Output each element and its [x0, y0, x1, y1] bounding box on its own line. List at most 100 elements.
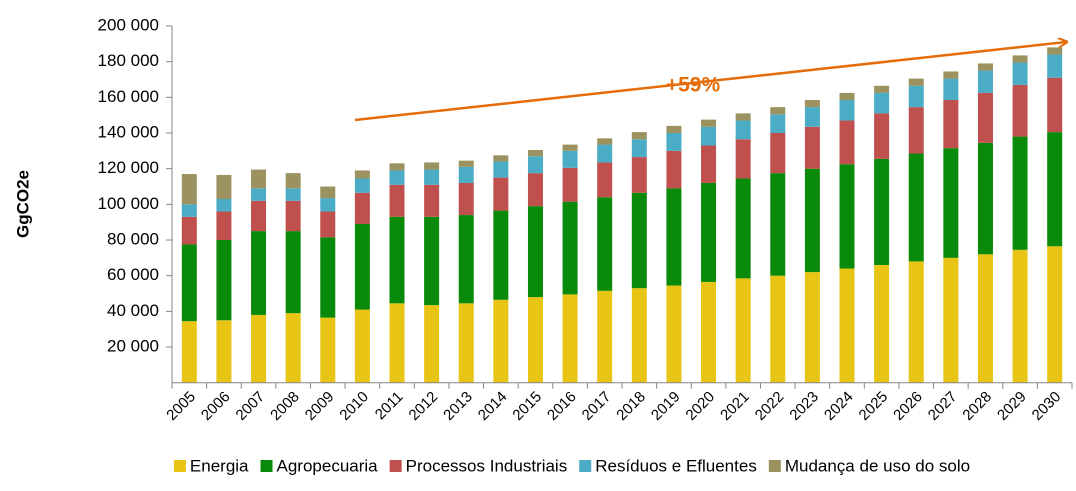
- bar-segment: [389, 216, 405, 304]
- x-tick-label: 2020: [683, 388, 719, 424]
- bar-segment: [493, 177, 509, 211]
- bar-segment: [597, 144, 613, 163]
- bar-segment: [666, 125, 682, 134]
- bar-segment: [874, 92, 890, 114]
- y-tick-label: 40 000: [107, 301, 159, 320]
- bar-segment: [735, 120, 751, 140]
- bar-segment: [320, 186, 336, 199]
- legend-swatch: [768, 460, 781, 472]
- legend-swatch: [389, 460, 402, 472]
- y-tick-label: 200 000: [98, 15, 159, 34]
- bar-segment: [458, 166, 474, 183]
- x-tick-label: 2027: [925, 388, 961, 424]
- y-tick-label: 60 000: [107, 265, 159, 284]
- bar-segment: [251, 314, 267, 383]
- bar-segment: [631, 132, 647, 140]
- legend-swatch: [579, 460, 592, 472]
- bar-segment: [874, 264, 890, 383]
- y-tick-label: 160 000: [98, 87, 159, 106]
- bar-segment: [1012, 136, 1028, 250]
- y-tick-label: 180 000: [98, 51, 159, 70]
- bar-segment: [1012, 62, 1028, 85]
- x-tick-label: 2006: [198, 388, 234, 424]
- bar-segment: [354, 223, 370, 310]
- bar-segment: [458, 182, 474, 216]
- bar-segment: [320, 198, 336, 212]
- x-tick-label: 2028: [959, 388, 995, 424]
- bar-segment: [251, 200, 267, 232]
- bar-segment: [424, 184, 440, 217]
- bar-segment: [631, 157, 647, 193]
- bar-segment: [631, 192, 647, 289]
- bar-segment: [597, 162, 613, 198]
- x-tick-label: 2016: [544, 388, 580, 424]
- bar-segment: [1012, 84, 1028, 137]
- bar-segment: [458, 303, 474, 383]
- bar-segment: [424, 305, 440, 383]
- bar-segment: [527, 149, 543, 157]
- legend-label: Mudança de uso do solo: [785, 456, 970, 475]
- bar-segment: [320, 317, 336, 383]
- bar-segment: [562, 150, 578, 168]
- x-tick-label: 2019: [648, 388, 684, 424]
- x-tick-label: 2021: [717, 388, 753, 424]
- bar-segment: [804, 126, 820, 169]
- bar-segment: [701, 119, 717, 127]
- legend-label: Resíduos e Efluentes: [595, 456, 757, 475]
- bar-segment: [285, 188, 301, 201]
- bar-segment: [874, 113, 890, 159]
- bar-segment: [701, 126, 717, 146]
- x-tick-label: 2008: [267, 388, 303, 424]
- bar-segment: [216, 198, 232, 212]
- bar-segment: [354, 309, 370, 383]
- x-tick-label: 2005: [163, 388, 199, 424]
- bar-segment: [527, 297, 543, 383]
- bar-segment: [285, 231, 301, 314]
- bar-segment: [908, 153, 924, 262]
- bar-segment: [181, 204, 197, 217]
- bar-segment: [216, 211, 232, 241]
- bar-segment: [874, 85, 890, 93]
- y-tick-label: 20 000: [107, 337, 159, 356]
- bar-segment: [735, 278, 751, 383]
- bar-segment: [424, 162, 440, 170]
- bar-segment: [493, 155, 509, 162]
- y-tick-label: 100 000: [98, 194, 159, 213]
- bar-segment: [874, 158, 890, 265]
- bar-segment: [285, 173, 301, 189]
- bar-segment: [908, 107, 924, 154]
- x-tick-label: 2023: [786, 388, 822, 424]
- bar-segment: [839, 100, 855, 121]
- bar-segment: [839, 120, 855, 165]
- x-tick-label: 2015: [509, 388, 545, 424]
- bar-segment: [908, 261, 924, 383]
- bar-segment: [1047, 132, 1063, 247]
- x-tick-label: 2010: [336, 388, 372, 424]
- bar-segment: [320, 237, 336, 318]
- bar-segment: [666, 188, 682, 286]
- bar-segment: [804, 168, 820, 273]
- bar-segment: [804, 100, 820, 108]
- bar-segment: [424, 216, 440, 306]
- legend-label: Energia: [190, 456, 249, 475]
- bar-segment: [354, 178, 370, 193]
- bar-segment: [527, 206, 543, 298]
- x-tick-label: 2029: [994, 388, 1030, 424]
- bar-segment: [1012, 55, 1028, 63]
- legend-label: Agropecuaria: [277, 456, 379, 475]
- bar-segment: [493, 210, 509, 300]
- bar-segment: [251, 231, 267, 315]
- bar-segment: [943, 100, 959, 149]
- bar-segment: [285, 313, 301, 383]
- bar-segment: [666, 285, 682, 383]
- bar-segment: [389, 184, 405, 217]
- trend-arrow: [354, 42, 1066, 122]
- x-tick-label: 2025: [856, 388, 892, 424]
- bar-segment: [597, 290, 613, 383]
- bar-segment: [943, 78, 959, 101]
- bar-segment: [770, 173, 786, 276]
- bar-segment: [908, 85, 924, 108]
- bar-segment: [354, 170, 370, 179]
- bar-segment: [181, 321, 197, 383]
